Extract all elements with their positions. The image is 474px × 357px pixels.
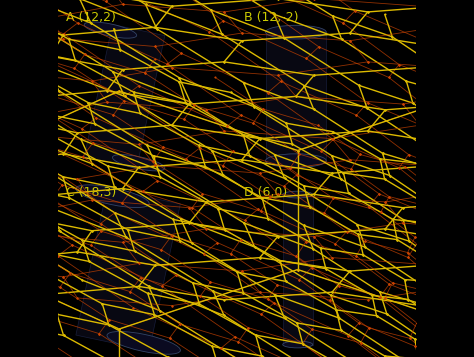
- Ellipse shape: [107, 332, 181, 354]
- Text: B (12,-2): B (12,-2): [244, 11, 299, 24]
- Ellipse shape: [84, 22, 137, 38]
- Ellipse shape: [76, 185, 149, 207]
- Ellipse shape: [283, 341, 313, 348]
- Ellipse shape: [265, 154, 326, 167]
- Text: D (6,0): D (6,0): [244, 186, 287, 198]
- Ellipse shape: [112, 155, 165, 171]
- Text: A (12,2): A (12,2): [65, 11, 116, 24]
- Ellipse shape: [283, 191, 313, 198]
- Polygon shape: [84, 25, 165, 168]
- Polygon shape: [265, 32, 326, 161]
- Text: C (18,3): C (18,3): [65, 186, 116, 198]
- Ellipse shape: [265, 25, 326, 39]
- Polygon shape: [76, 188, 181, 351]
- Polygon shape: [283, 195, 313, 345]
